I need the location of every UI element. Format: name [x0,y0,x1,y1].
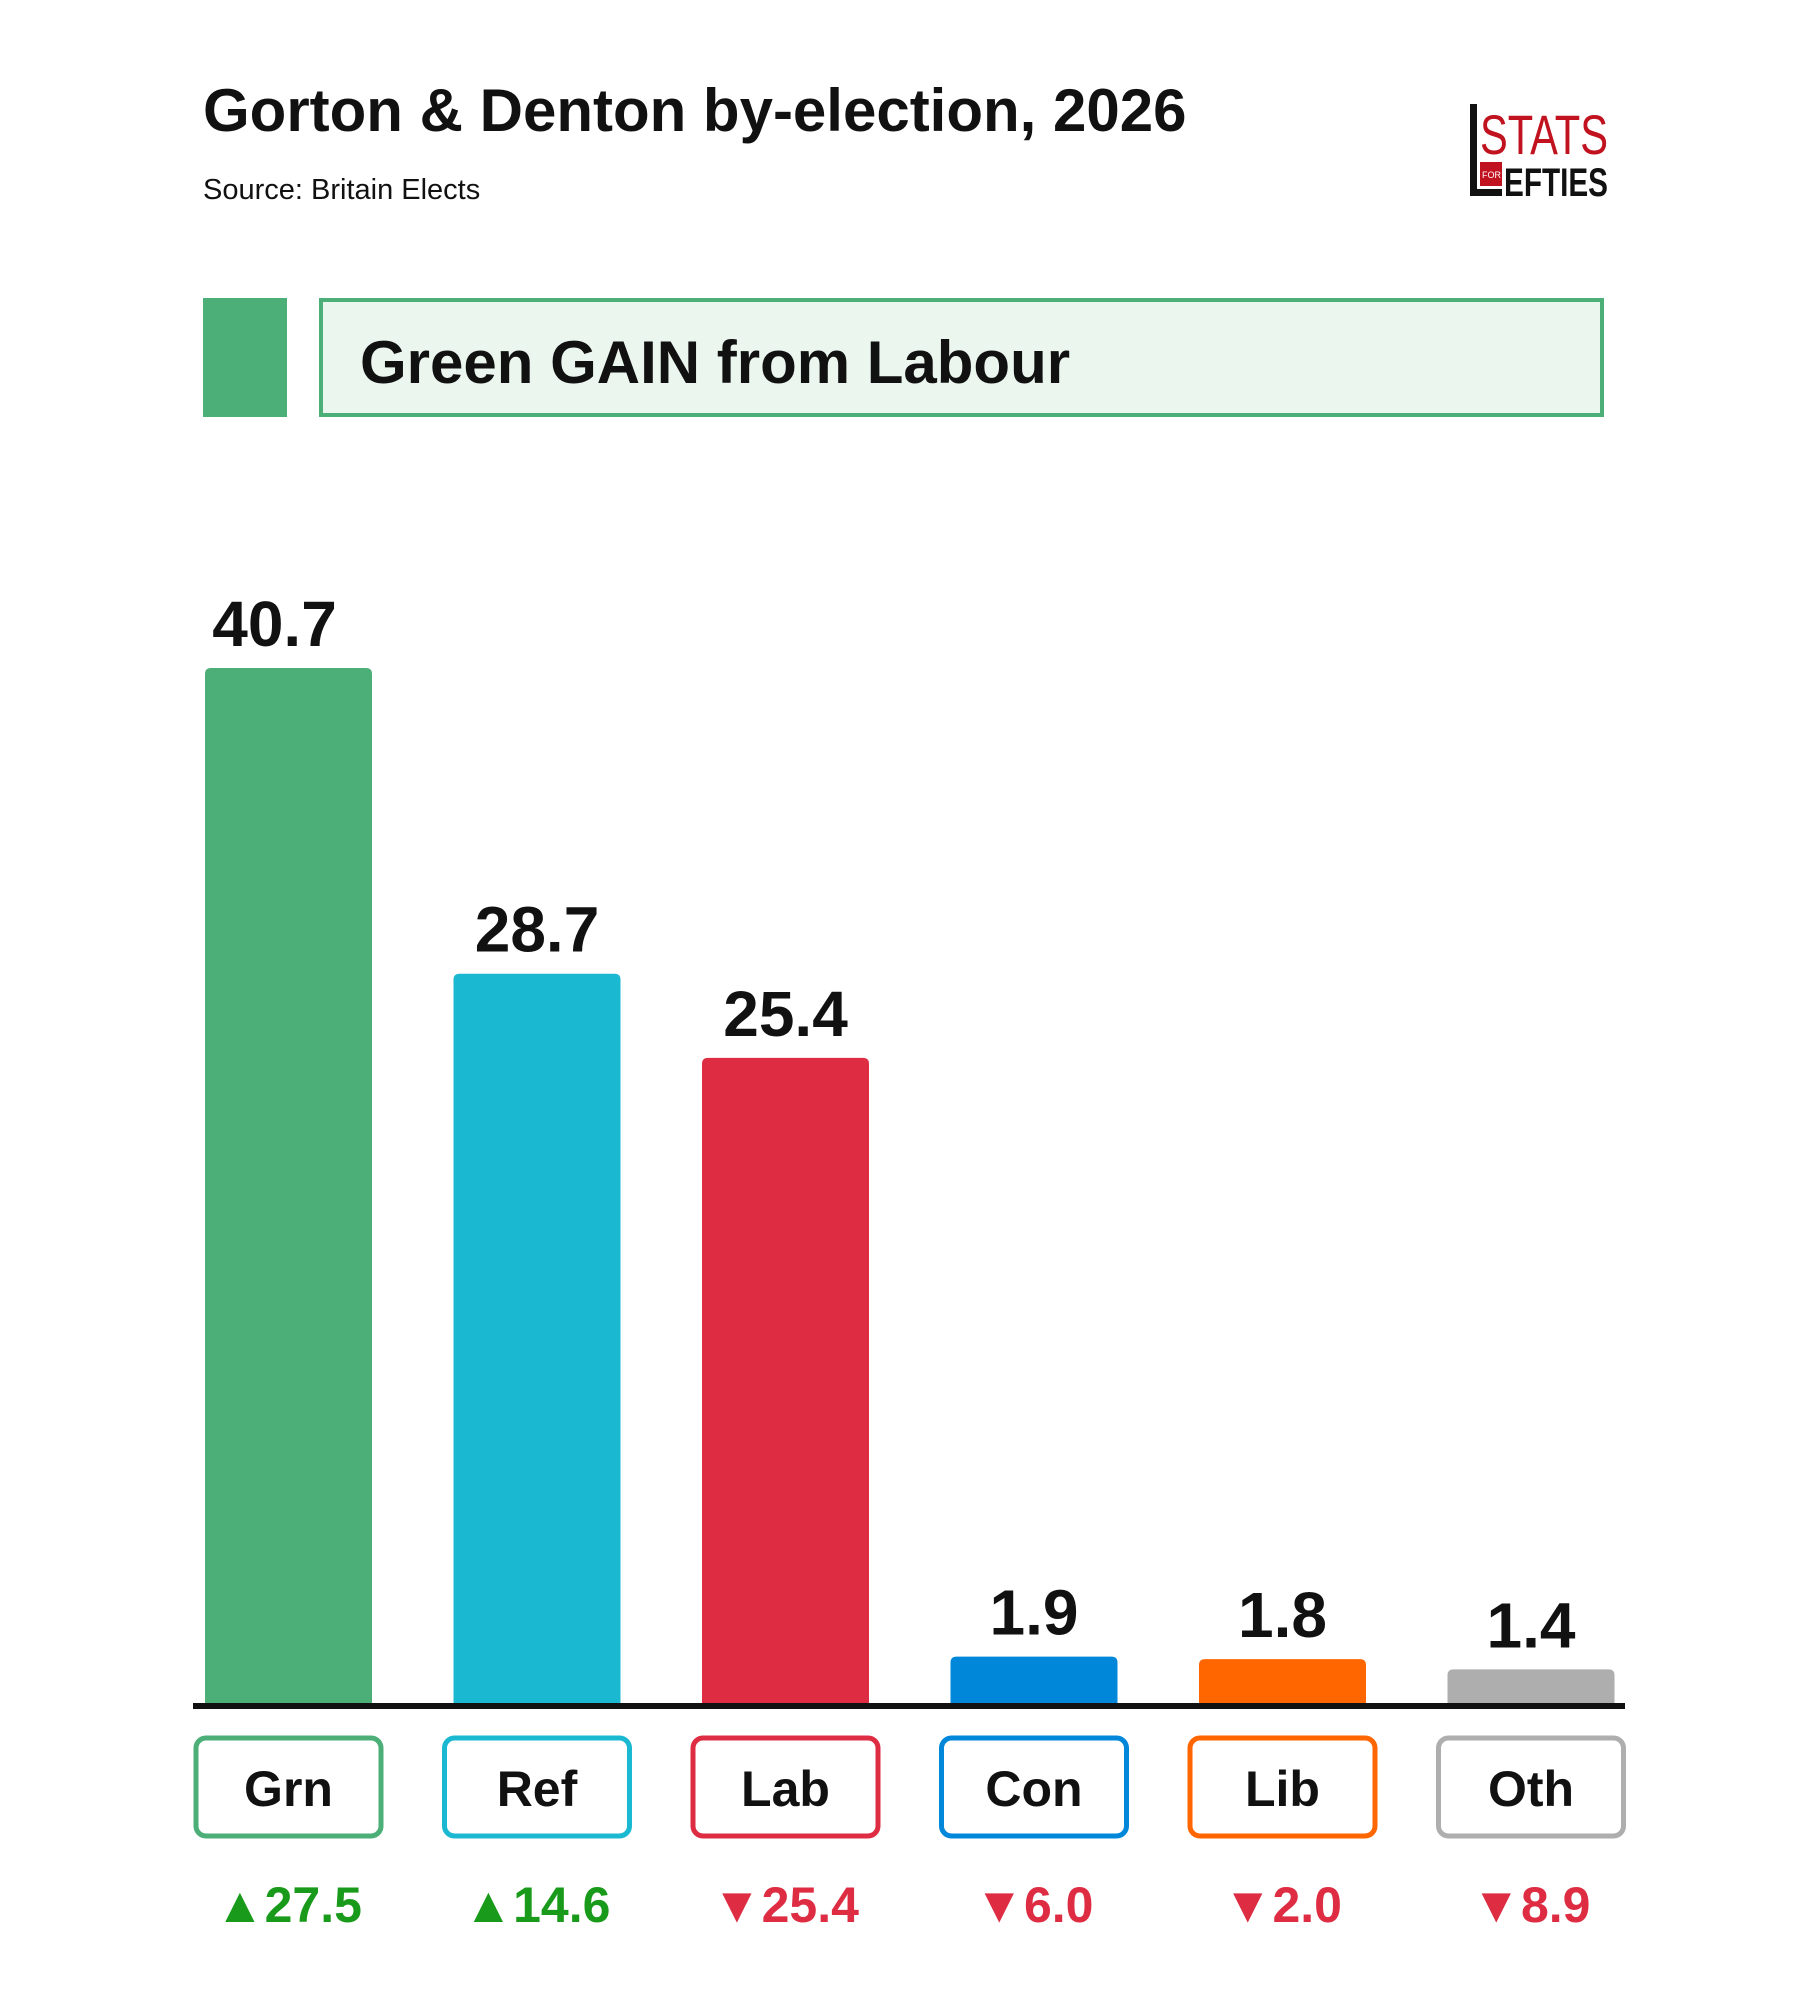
bar-lib [1199,1659,1366,1705]
bar-lab [702,1057,869,1705]
party-label-box [1187,1735,1378,1839]
x-axis-line [193,1703,1625,1709]
change-label: ▲27.5 [215,1877,362,1933]
value-label: 40.7 [212,588,337,660]
party-label: Con [985,1761,1082,1817]
party-label-box [939,1735,1129,1839]
bar-grn [205,668,372,1705]
winner-color-swatch [203,298,287,417]
party-label: Lab [741,1761,830,1817]
change-label: ▼2.0 [1223,1877,1342,1933]
value-label: 28.7 [475,894,600,966]
value-label: 1.9 [990,1577,1079,1649]
chart-title: Gorton & Denton by-election, 2026 [203,77,1187,144]
source-note: Source: Britain Elects [203,174,481,206]
value-label: 1.4 [1487,1589,1576,1661]
result-banner-text: Green GAIN from Labour [360,329,1071,396]
svg-text:EFTIES: EFTIES [1504,161,1608,200]
party-label: Lib [1245,1761,1320,1817]
party-label: Oth [1488,1761,1574,1817]
party-label-box [442,1735,632,1839]
party-label-box [1436,1735,1626,1839]
stats-for-lefties-logo: STATS FOR EFTIES [1470,103,1608,200]
bar-ref [453,973,621,1705]
change-label: ▲14.6 [464,1877,611,1933]
party-label: Ref [497,1761,578,1817]
bar-con [950,1656,1118,1705]
bar-oth [1447,1669,1615,1705]
value-label: 25.4 [723,978,848,1050]
change-label: ▼6.0 [975,1877,1094,1933]
change-label: ▼25.4 [712,1877,859,1933]
party-label-box [690,1735,881,1839]
svg-text:STATS: STATS [1480,103,1608,166]
value-label: 1.8 [1238,1579,1327,1651]
party-label-box [193,1735,384,1839]
change-label: ▼8.9 [1472,1877,1591,1933]
svg-text:FOR: FOR [1482,170,1501,180]
party-label: Grn [244,1761,333,1817]
result-banner: Green GAIN from Labour [319,298,1604,417]
